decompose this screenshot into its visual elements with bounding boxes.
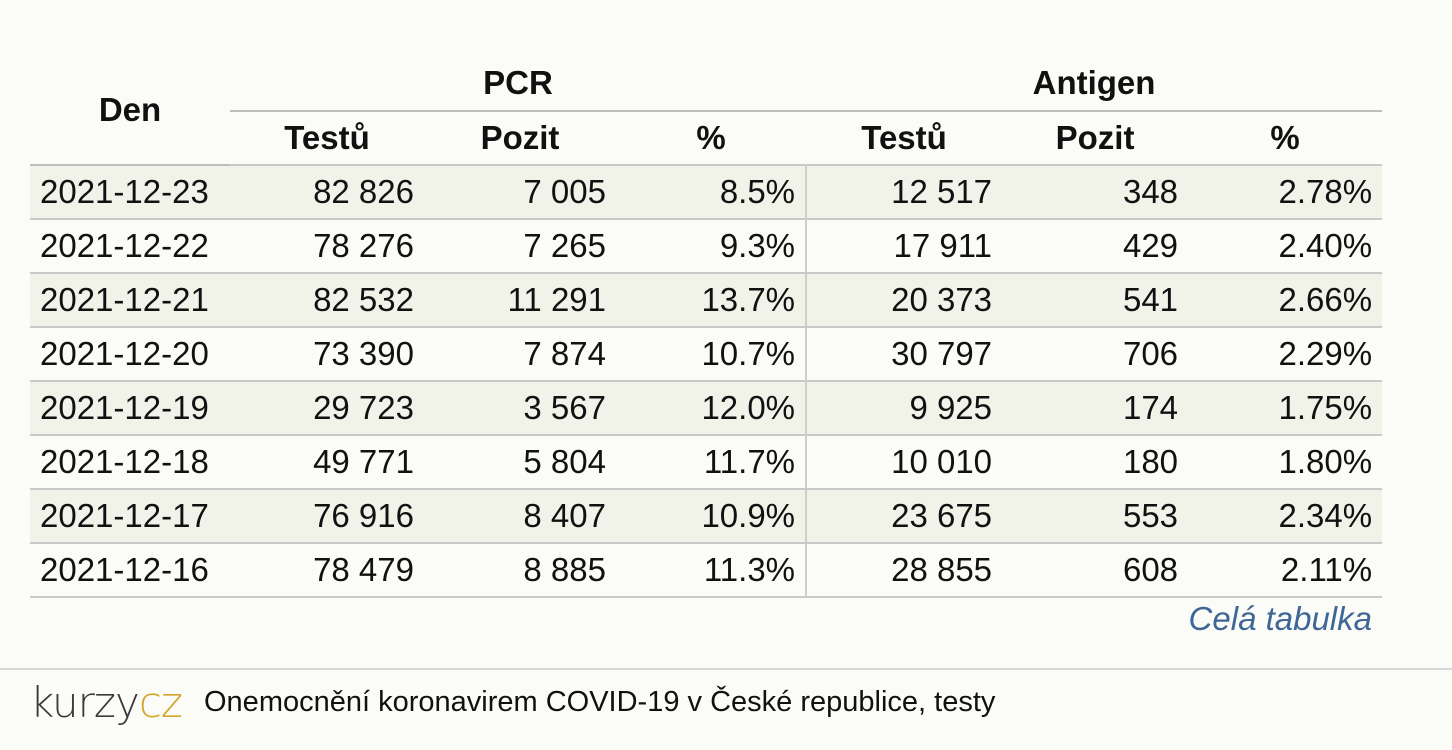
header-pcr-pct: %	[696, 119, 726, 156]
cell-pcr-testu: 78 276	[230, 219, 424, 274]
cell-date: 2021-12-23	[30, 164, 230, 220]
header-ag-pozit: Pozit	[1055, 119, 1135, 156]
covid-tests-table-container: Den PCR Antigen Testů Pozit % Testů Pozi…	[30, 56, 1383, 598]
cell-pcr-pct: 13.7%	[616, 273, 808, 328]
table-row: 2021-12-22 78 276 7 265 9.3% 17 911 429 2.40%	[30, 219, 1383, 274]
covid-tests-table: Den PCR Antigen Testů Pozit % Testů Pozi…	[30, 56, 1383, 598]
header-pcr: PCR	[230, 56, 807, 112]
cell-ag-pozit: 541	[1002, 273, 1189, 328]
cell-pcr-testu: 29 723	[230, 381, 424, 436]
cell-ag-pozit: 348	[1002, 164, 1189, 220]
cell-ag-testu: 9 925	[806, 381, 1003, 436]
header-sub-row: Testů Pozit % Testů Pozit %	[30, 111, 1382, 165]
cell-pcr-pct: 8.5%	[616, 164, 808, 220]
cell-date: 2021-12-22	[30, 219, 230, 274]
cell-ag-testu: 12 517	[806, 164, 1003, 220]
cell-pcr-pct: 10.7%	[616, 327, 808, 382]
cell-pcr-pct: 11.7%	[616, 435, 808, 490]
cell-date: 2021-12-19	[30, 381, 230, 436]
full-table-link[interactable]: Celá tabulka	[1188, 600, 1372, 637]
cell-ag-pct: 2.11%	[1188, 543, 1383, 598]
cell-pcr-pozit: 5 804	[424, 435, 616, 490]
cell-ag-pct: 2.29%	[1188, 327, 1383, 382]
cell-date: 2021-12-18	[30, 435, 230, 490]
cell-pcr-pct: 9.3%	[616, 219, 808, 274]
cell-ag-testu: 30 797	[806, 327, 1003, 382]
cell-ag-pct: 1.80%	[1188, 435, 1383, 490]
cell-ag-testu: 23 675	[806, 489, 1003, 544]
header-ag-pct: %	[1270, 119, 1300, 156]
cell-pcr-pozit: 8 885	[424, 543, 616, 598]
table-row: 2021-12-18 49 771 5 804 11.7% 10 010 180 1.80%	[30, 435, 1383, 490]
cell-pcr-testu: 76 916	[230, 489, 424, 544]
table-row: 2021-12-16 78 479 8 885 11.3% 28 855 608 2.11%	[30, 543, 1383, 598]
table-body: 2021-12-23 82 826 7 005 8.5% 12 517 348 2.78% 2…	[30, 164, 1383, 598]
table-row: 2021-12-21 82 532 11 291 13.7% 20 373 541 2.66…	[30, 273, 1383, 328]
header-group-row: Den PCR Antigen	[30, 56, 1383, 166]
table-row: 2021-12-20 73 390 7 874 10.7% 30 797 706 2.29%	[30, 327, 1383, 382]
cell-date: 2021-12-21	[30, 273, 230, 328]
logo-text-kurzy: kurzy	[30, 678, 140, 727]
header-ag-testu: Testů	[861, 119, 947, 156]
cell-date: 2021-12-17	[30, 489, 230, 544]
cell-pcr-pozit: 3 567	[424, 381, 616, 436]
header-antigen: Antigen	[806, 56, 1383, 112]
cell-pcr-pozit: 7 005	[424, 164, 616, 220]
cell-date: 2021-12-16	[30, 543, 230, 598]
cell-ag-pozit: 706	[1002, 327, 1189, 382]
cell-ag-pct: 2.34%	[1188, 489, 1383, 544]
cell-ag-pct: 2.78%	[1188, 164, 1383, 220]
header-den: Den	[30, 56, 230, 166]
footer: kurzycz Onemocnění koronavirem COVID-19 …	[0, 668, 1452, 750]
table-row: 2021-12-19 29 723 3 567 12.0% 9 925 174 1.75%	[30, 381, 1383, 436]
cell-ag-testu: 10 010	[806, 435, 1003, 490]
cell-pcr-pct: 10.9%	[616, 489, 808, 544]
cell-ag-pozit: 553	[1002, 489, 1189, 544]
cell-ag-pct: 1.75%	[1188, 381, 1383, 436]
cell-pcr-testu: 78 479	[230, 543, 424, 598]
kurzy-logo[interactable]: kurzycz	[30, 678, 183, 727]
cell-pcr-pozit: 7 265	[424, 219, 616, 274]
cell-ag-pct: 2.40%	[1188, 219, 1383, 274]
cell-ag-pct: 2.66%	[1188, 273, 1383, 328]
cell-pcr-pozit: 7 874	[424, 327, 616, 382]
footer-caption: Onemocnění koronavirem COVID-19 v České …	[204, 686, 996, 718]
cell-pcr-testu: 49 771	[230, 435, 424, 490]
cell-date: 2021-12-20	[30, 327, 230, 382]
logo-text-cz: cz	[138, 678, 183, 727]
cell-ag-testu: 28 855	[806, 543, 1003, 598]
header-pcr-testu: Testů	[284, 119, 370, 156]
cell-ag-testu: 20 373	[806, 273, 1003, 328]
cell-pcr-pozit: 8 407	[424, 489, 616, 544]
cell-pcr-testu: 73 390	[230, 327, 424, 382]
cell-pcr-pct: 12.0%	[616, 381, 808, 436]
cell-ag-pozit: 174	[1002, 381, 1189, 436]
cell-pcr-testu: 82 532	[230, 273, 424, 328]
cell-pcr-pct: 11.3%	[616, 543, 808, 598]
cell-pcr-pozit: 11 291	[424, 273, 616, 328]
cell-ag-pozit: 429	[1002, 219, 1189, 274]
cell-ag-pozit: 180	[1002, 435, 1189, 490]
cell-ag-pozit: 608	[1002, 543, 1189, 598]
cell-ag-testu: 17 911	[806, 219, 1003, 274]
table-row: 2021-12-17 76 916 8 407 10.9% 23 675 553 2.34%	[30, 489, 1383, 544]
cell-pcr-testu: 82 826	[230, 164, 424, 220]
header-pcr-pozit: Pozit	[480, 119, 560, 156]
table-row: 2021-12-23 82 826 7 005 8.5% 12 517 348 2.78%	[30, 164, 1383, 220]
